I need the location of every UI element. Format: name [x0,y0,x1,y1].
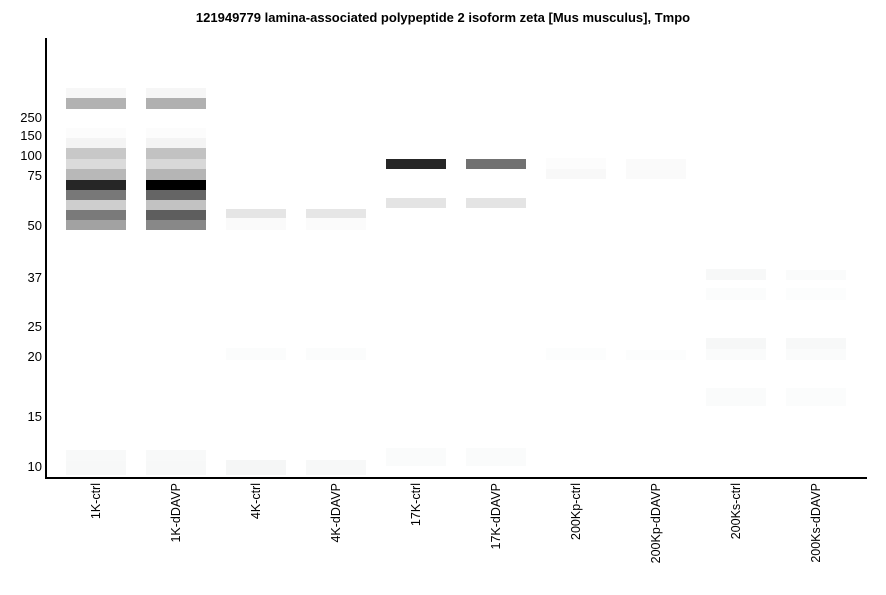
lane-label: 200Kp-dDAVP [649,483,663,564]
gel-band [786,349,846,360]
gel-band [66,128,126,138]
gel-band [66,190,126,200]
gel-band [146,220,206,230]
gel-band [146,180,206,190]
gel-band [786,388,846,406]
gel-band [146,450,206,461]
gel-band [546,169,606,179]
y-axis-line [45,38,47,479]
lane-label: 200Ks-dDAVP [809,483,823,563]
gel-band [66,450,126,461]
gel-band [226,218,286,230]
lane-label: 17K-dDAVP [489,483,503,550]
gel-band [66,220,126,230]
gel-band [146,98,206,109]
gel-band [546,348,606,360]
gel-band [226,348,286,360]
gel-band [66,138,126,148]
gel-band [66,98,126,109]
gel-band [66,180,126,190]
lane-label: 1K-dDAVP [169,483,183,543]
gel-band [386,198,446,208]
gel-band [706,388,766,406]
gel-band [386,159,446,169]
gel-band [626,350,686,360]
gel-band [466,198,526,208]
lane-label: 4K-dDAVP [329,483,343,543]
gel-band [146,159,206,169]
gel-band [146,190,206,200]
gel-band [146,88,206,98]
gel-band [466,448,526,466]
gel-band [66,169,126,180]
y-tick-label: 50 [27,218,42,233]
gel-band [146,148,206,159]
gel-band [146,138,206,148]
gel-band [706,288,766,300]
gel-band [66,159,126,169]
gel-band [146,461,206,475]
gel-band [706,349,766,360]
gel-band [226,460,286,475]
gel-band [146,200,206,210]
y-tick-label: 10 [27,459,42,474]
lane-label: 17K-ctrl [409,483,423,527]
gel-band [306,209,366,218]
gel-band [146,210,206,220]
gel-band [146,169,206,180]
y-tick-label: 15 [27,409,42,424]
x-axis-line [45,477,867,479]
y-tick-label: 75 [27,168,42,183]
gel-band [226,209,286,218]
y-tick-label: 100 [20,148,42,163]
gel-band [306,218,366,230]
gel-band [386,448,446,466]
gel-band [66,461,126,475]
y-tick-label: 150 [20,128,42,143]
gel-band [306,460,366,475]
gel-band [546,158,606,169]
gel-band [786,270,846,280]
gel-band [466,159,526,169]
gel-band [306,348,366,360]
lane-label: 200Ks-ctrl [729,483,743,540]
gel-band [786,338,846,349]
y-tick-label: 250 [20,110,42,125]
gel-band [706,269,766,280]
gel-band [66,200,126,210]
gel-band [706,338,766,349]
gel-band [626,159,686,179]
gel-band [66,88,126,98]
lane-label: 200Kp-ctrl [569,483,583,540]
gel-band [66,148,126,159]
y-tick-label: 37 [27,270,42,285]
y-tick-label: 20 [27,349,42,364]
lane-label: 4K-ctrl [249,483,263,520]
chart-title: 121949779 lamina-associated polypeptide … [195,10,691,25]
gel-band [66,210,126,220]
gel-band [786,288,846,300]
gel-band [146,128,206,138]
lane-label: 1K-ctrl [89,483,103,520]
y-tick-label: 25 [27,319,42,334]
